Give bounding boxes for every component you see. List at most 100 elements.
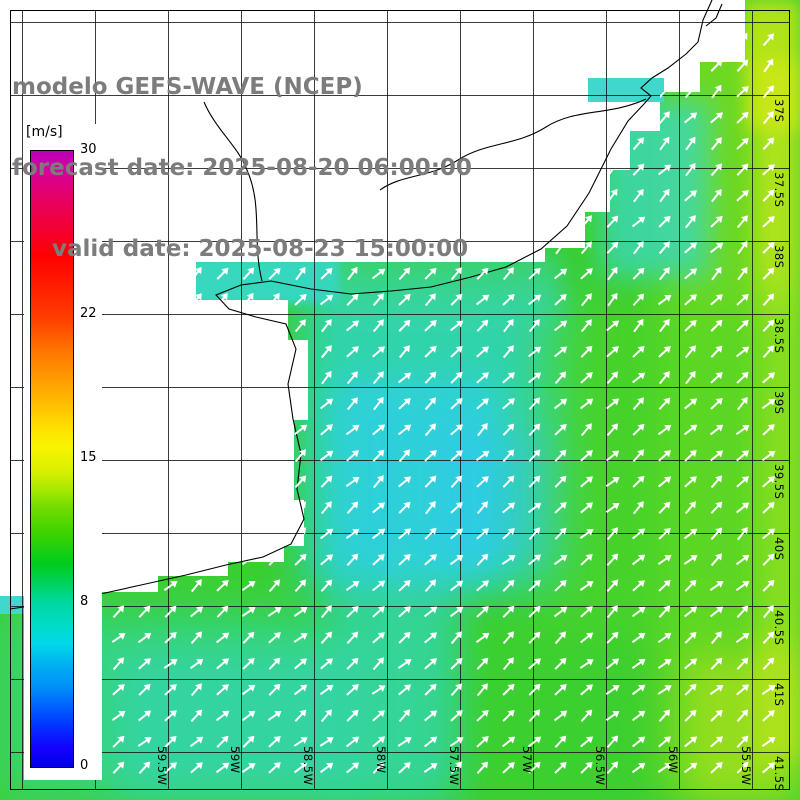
wind-arrow <box>397 425 411 435</box>
wind-arrow <box>580 346 592 358</box>
wind-arrow <box>606 736 618 748</box>
wind-arrow <box>579 529 593 539</box>
wind-arrow <box>631 633 645 643</box>
wind-arrow <box>528 476 540 488</box>
wind-arrow <box>737 397 747 411</box>
wind-arrow <box>632 502 644 514</box>
wind-arrow <box>242 736 254 748</box>
wind-arrow <box>319 451 333 461</box>
wind-arrow <box>632 373 644 383</box>
wind-arrow <box>241 685 255 695</box>
wind-arrow <box>580 294 592 306</box>
wind-arrow <box>397 659 411 669</box>
wind-arrow <box>710 138 722 150</box>
wind-arrow <box>320 606 332 618</box>
grid-line-vertical <box>22 10 23 790</box>
wind-arrow <box>683 555 697 565</box>
wind-arrow <box>502 476 514 488</box>
wind-arrow <box>320 632 332 644</box>
latitude-label: 38.5S <box>772 318 786 354</box>
wind-arrow <box>710 112 722 124</box>
wind-arrow <box>476 372 488 384</box>
wind-arrow <box>580 554 592 566</box>
wind-arrow <box>580 502 592 514</box>
wind-arrow <box>502 502 514 514</box>
wind-arrow <box>398 398 410 410</box>
wind-arrow <box>554 658 566 670</box>
wind-arrow <box>502 424 514 436</box>
wind-arrow <box>633 189 643 203</box>
wind-arrow <box>657 295 671 305</box>
wind-arrow <box>398 710 410 722</box>
longitude-label: 59.5W <box>155 746 169 786</box>
wind-arrow <box>502 398 514 410</box>
wind-arrow <box>580 762 592 774</box>
wind-arrow <box>398 684 410 696</box>
wind-arrow <box>450 710 462 722</box>
wind-arrow <box>164 684 176 696</box>
wind-arrow <box>579 659 593 669</box>
wind-arrow <box>736 476 748 488</box>
wind-arrow <box>762 710 774 722</box>
wind-arrow <box>111 633 125 643</box>
wind-arrow <box>659 137 669 151</box>
wind-arrow <box>502 268 514 280</box>
wind-arrow <box>398 476 410 488</box>
wind-arrow <box>684 242 696 254</box>
wind-arrow <box>710 372 722 384</box>
wind-arrow <box>476 580 488 592</box>
wind-arrow <box>372 710 384 722</box>
wind-arrow <box>553 607 567 617</box>
grid-line-horizontal <box>10 387 790 388</box>
wind-arrow <box>424 476 436 488</box>
wind-arrow <box>528 710 540 722</box>
wind-arrow <box>424 632 436 644</box>
wind-arrow <box>475 633 489 643</box>
wind-arrow <box>424 320 436 332</box>
wind-arrow <box>319 685 333 695</box>
wind-arrow <box>632 476 644 488</box>
coastline-path <box>9 0 713 610</box>
wind-arrow <box>345 529 359 539</box>
wind-arrow <box>605 685 619 695</box>
wind-arrow <box>215 763 229 773</box>
wind-arrow <box>736 294 748 306</box>
wind-arrow <box>710 164 722 176</box>
grid-line-vertical <box>241 10 242 790</box>
wind-arrow <box>736 190 748 202</box>
wind-arrow <box>319 529 333 539</box>
wind-arrow <box>684 658 696 670</box>
wind-arrow <box>685 163 695 177</box>
wind-arrow <box>268 736 280 748</box>
wind-arrow <box>684 112 696 124</box>
wind-arrow <box>450 346 462 358</box>
wind-arrow <box>346 450 358 462</box>
wind-arrow <box>554 580 566 592</box>
colorbar-tick-label: 0 <box>80 758 89 773</box>
wind-arrow <box>632 138 644 150</box>
wind-arrow <box>633 319 643 333</box>
wind-arrow <box>632 529 644 539</box>
wind-arrow <box>528 424 540 436</box>
wind-arrow <box>346 554 358 566</box>
map-frame <box>10 10 790 790</box>
latitude-label: 41S <box>772 683 786 707</box>
grid-line-horizontal <box>10 679 790 680</box>
wind-arrow <box>710 502 722 514</box>
wind-arrow <box>606 242 618 254</box>
wind-arrow <box>710 450 722 462</box>
wind-arrow <box>293 633 307 643</box>
wind-arrow <box>632 346 644 358</box>
wind-arrow <box>606 372 618 384</box>
shallow-water-patch <box>0 596 28 614</box>
wind-arrow <box>476 528 488 540</box>
wind-arrow <box>372 476 384 488</box>
wind-arrow <box>657 685 671 695</box>
wind-arrow <box>320 424 332 436</box>
wind-arrow <box>449 581 463 591</box>
longitude-label: 59W <box>228 746 242 774</box>
wind-arrow <box>189 737 203 747</box>
wind-arrow <box>684 684 696 696</box>
wind-arrow <box>762 502 774 514</box>
